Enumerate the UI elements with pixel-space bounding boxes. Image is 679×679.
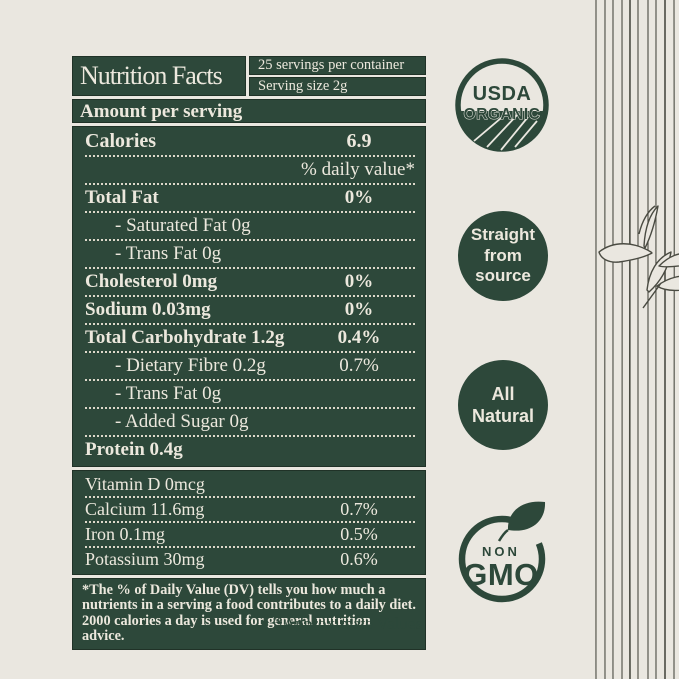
calories-value: 6.9 xyxy=(346,130,372,152)
nutrient-row: Cholesterol 0mg 0% xyxy=(85,269,415,297)
nutrient-row: Protein 0.4g xyxy=(85,437,415,463)
nutrient-label: - Trans Fat 0g xyxy=(115,243,222,264)
nutrient-value: 0% xyxy=(344,299,374,320)
nutrition-label: Nutrition Facts 25 servings per containe… xyxy=(72,56,426,651)
non-text: NON xyxy=(482,544,520,559)
nutrient-value: 0.7% xyxy=(339,355,379,376)
label-header: Nutrition Facts 25 servings per containe… xyxy=(72,56,426,96)
badge-line: All xyxy=(491,383,515,404)
nutrient-label: Vitamin D 0mcg xyxy=(85,474,205,494)
nutrient-row: - Trans Fat 0g xyxy=(85,241,415,269)
serving-size: Serving size 2g xyxy=(249,77,426,96)
daily-value-header: % daily value* xyxy=(301,159,415,180)
label-title: Nutrition Facts xyxy=(72,56,246,96)
calories-label: Calories xyxy=(85,130,157,152)
all-natural-badge: All Natural xyxy=(458,360,548,450)
nutrient-value: 0.6% xyxy=(340,549,378,569)
daily-value-header-row: % daily value* xyxy=(85,157,415,185)
nutrient-label: Sodium 0.03mg xyxy=(85,299,211,320)
nutrient-row: Sodium 0.03mg 0% xyxy=(85,297,415,325)
nutrient-label: - Trans Fat 0g xyxy=(115,383,222,404)
nutrient-label: Calcium 11.6mg xyxy=(85,499,205,519)
nutrient-table: Calories 6.9 % daily value* Total Fat 0%… xyxy=(72,126,426,467)
micronutrient-table: Vitamin D 0mcg Calcium 11.6mg 0.7% Iron … xyxy=(72,470,426,575)
nutrient-label: Cholesterol 0mg xyxy=(85,271,218,292)
badge-line: Natural xyxy=(471,406,534,426)
nutrient-value: 0% xyxy=(344,187,374,208)
micro-row: Iron 0.1mg 0.5% xyxy=(85,523,415,548)
micro-row: Vitamin D 0mcg xyxy=(85,473,415,498)
nutrient-label: - Dietary Fibre 0.2g xyxy=(115,355,266,376)
serving-info: 25 servings per container Serving size 2… xyxy=(249,56,426,96)
approximate-values-note: *Approximate Values xyxy=(274,614,422,633)
nutrient-label: Total Carbohydrate 1.2g xyxy=(85,327,285,348)
nutrient-row: - Added Sugar 0g xyxy=(85,409,415,437)
amount-per-serving-band: Amount per serving xyxy=(72,99,426,123)
servings-per-container: 25 servings per container xyxy=(249,56,426,75)
organic-text: ORGANIC xyxy=(464,106,541,123)
nutrient-row: Total Fat 0% xyxy=(85,185,415,213)
badge-line: source xyxy=(475,266,531,286)
non-gmo-badge: NON GMO xyxy=(458,501,546,603)
usda-organic-badge: USDA ORGANIC xyxy=(455,58,549,152)
label-title-text: Nutrition Facts xyxy=(80,61,223,90)
nutrient-label: Iron 0.1mg xyxy=(85,524,165,544)
bamboo-leaves-icon xyxy=(598,205,679,309)
nutrient-value: 0% xyxy=(344,271,374,292)
leaf-stem-icon xyxy=(497,528,509,542)
nutrient-value: 0.4% xyxy=(337,327,381,348)
nutrient-row: - Saturated Fat 0g xyxy=(85,213,415,241)
straight-from-source-badge: Straight from source xyxy=(458,211,548,301)
nutrient-label: - Added Sugar 0g xyxy=(115,411,249,432)
nutrient-value: 0.5% xyxy=(340,524,378,544)
nutrient-label: Total Fat xyxy=(85,187,159,208)
nutrient-label: Protein 0.4g xyxy=(85,439,183,460)
nutrient-row: - Trans Fat 0g xyxy=(85,381,415,409)
gmo-text: GMO xyxy=(463,557,539,592)
non-gmo-ring-icon xyxy=(458,515,546,603)
micro-row: Calcium 11.6mg 0.7% xyxy=(85,498,415,523)
bamboo-illustration-icon xyxy=(595,0,679,679)
badge-line: Straight xyxy=(470,225,536,245)
badge-line: from xyxy=(484,245,522,265)
daily-value-footnote: *The % of Daily Value (DV) tells you how… xyxy=(72,578,426,651)
nutrient-row: - Dietary Fibre 0.2g 0.7% xyxy=(85,353,415,381)
nutrient-value: 0.7% xyxy=(340,499,378,519)
nutrient-row: Total Carbohydrate 1.2g 0.4% xyxy=(85,325,415,353)
nutrient-label: Potassium 30mg xyxy=(85,549,205,569)
micro-row: Potassium 30mg 0.6% xyxy=(85,548,415,571)
calories-row: Calories 6.9 xyxy=(85,128,415,157)
leaf-icon xyxy=(507,501,546,531)
usda-text: USDA xyxy=(473,83,532,105)
usda-furrow-lines-icon xyxy=(473,112,538,151)
nutrient-label: - Saturated Fat 0g xyxy=(115,215,251,236)
